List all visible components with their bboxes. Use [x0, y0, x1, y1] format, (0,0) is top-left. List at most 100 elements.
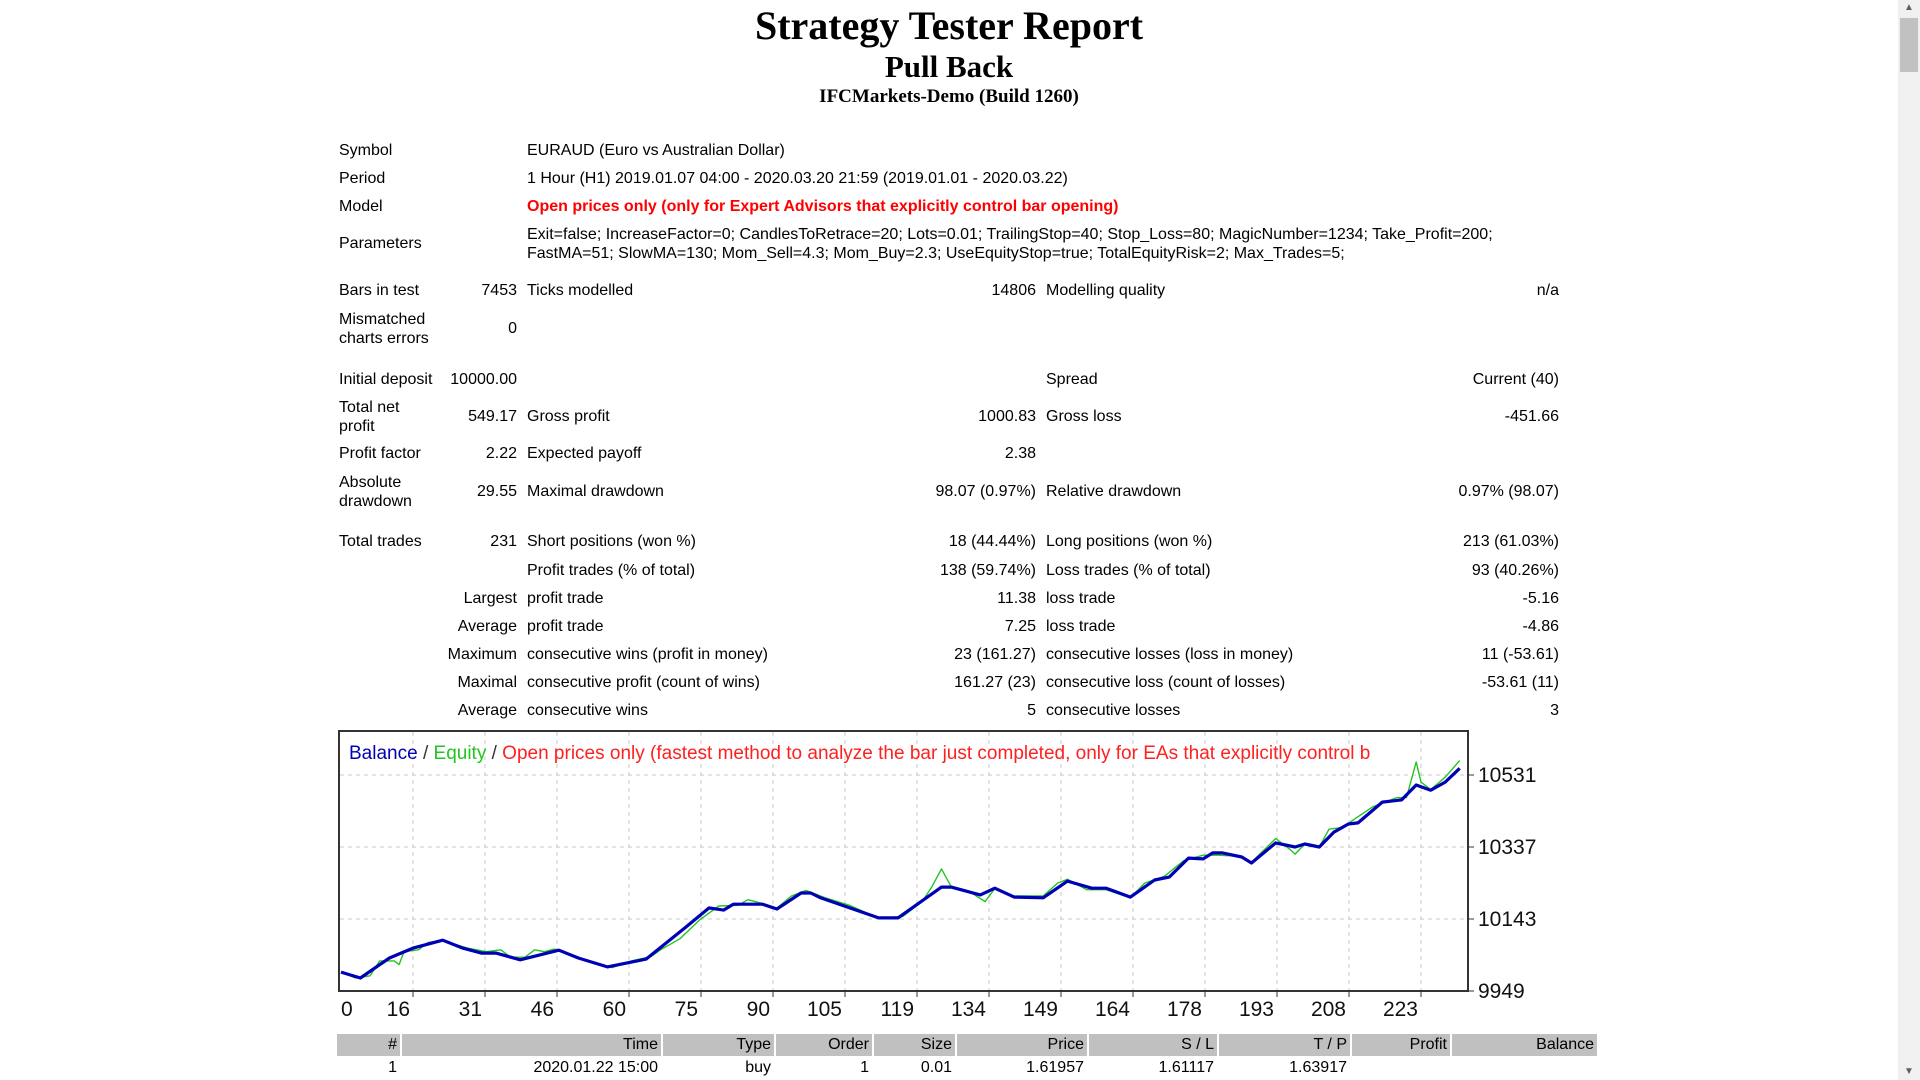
l2: profit: [339, 418, 375, 435]
value: -53.61 (11): [1481, 674, 1559, 691]
column-header: Profit: [1352, 1034, 1450, 1056]
maximal-row: Maximal consecutive profit (count of win…: [0, 673, 1898, 693]
value: 98.07 (0.97%): [935, 483, 1036, 500]
value: Open prices only (only for Expert Adviso…: [527, 198, 1119, 215]
l2: drawdown: [339, 493, 412, 510]
legend-equity: Equity: [434, 743, 487, 764]
server-build: IFCMarkets-Demo (Build 1260): [819, 86, 1079, 107]
x-tick-label: 149: [1023, 998, 1058, 1021]
label: Profit factor: [339, 445, 421, 462]
label: Maximal: [457, 674, 517, 691]
value: 161.27 (23): [954, 674, 1036, 691]
value: 7453: [481, 282, 517, 299]
label: Spread: [1046, 371, 1098, 388]
table-cell: [1452, 1056, 1597, 1080]
value: 3: [1550, 702, 1559, 719]
label: Total trades: [339, 533, 422, 550]
value: 11 (-53.61): [1481, 646, 1559, 663]
label: Relative drawdown: [1046, 483, 1182, 500]
model-note: Open prices only (fastest method to anal…: [502, 743, 1370, 764]
label: Average: [457, 702, 517, 719]
label: Model: [339, 198, 383, 215]
column-header: Type: [663, 1034, 774, 1056]
balance-equity-chart: Balance / Equity / Open prices only (fas…: [338, 730, 1536, 1021]
column-header: S / L: [1089, 1034, 1217, 1056]
value: EURAUD (Euro vs Australian Dollar): [527, 142, 785, 159]
x-tick-label: 46: [531, 998, 554, 1021]
value: 23 (161.27): [954, 646, 1036, 663]
column-header: Order: [776, 1034, 872, 1056]
value: 18 (44.44%): [948, 533, 1036, 550]
params-line-2: FastMA=51; SlowMA=130; Mom_Sell=4.3; Mom…: [527, 245, 1345, 262]
scroll-thumb[interactable]: [1900, 18, 1918, 72]
label: Total net profit: [339, 398, 399, 436]
bars-row: Bars in test 7453 Ticks modelled 14806 M…: [0, 281, 1898, 301]
label: Gross loss: [1046, 408, 1122, 425]
value: -4.86: [1522, 618, 1559, 635]
parameters-row: Parameters Exit=false; IncreaseFactor=0;…: [0, 226, 1898, 262]
table-cell: 1: [860, 1059, 869, 1076]
pf-row: Profit factor 2.22 Expected payoff 2.38: [0, 444, 1898, 464]
label: consecutive losses (loss in money): [1046, 646, 1294, 663]
avg-consecutive-row: Average consecutive wins 5 consecutive l…: [0, 701, 1898, 721]
x-tick-label: 134: [951, 998, 986, 1021]
drawdown-row: Absolute drawdown 29.55 Maximal drawdown …: [0, 474, 1898, 510]
y-tick-label: 10143: [1478, 908, 1536, 931]
table-cell: [1352, 1056, 1450, 1080]
label: consecutive losses: [1046, 702, 1181, 719]
value: 10000.00: [450, 371, 517, 388]
value: 549.17: [468, 408, 517, 425]
table-cell: 2020.01.22 15:00: [533, 1059, 658, 1076]
column-header: Price: [957, 1034, 1087, 1056]
label: Maximum: [447, 646, 517, 663]
label: Profit trades (% of total): [527, 562, 696, 579]
expert-name: Pull Back: [884, 49, 1014, 84]
y-tick-label: 10531: [1478, 764, 1536, 787]
value: 138 (59.74%): [939, 562, 1036, 579]
x-tick-label: 164: [1095, 998, 1130, 1021]
x-tick-label: 208: [1311, 998, 1346, 1021]
table-cell: 0.01: [920, 1059, 952, 1076]
table-cell: 1.61957: [1026, 1059, 1084, 1076]
params-line-1: Exit=false; IncreaseFactor=0; CandlesToR…: [527, 226, 1493, 243]
label: Symbol: [339, 142, 393, 159]
value: 0: [508, 320, 517, 337]
label: consecutive wins (profit in money): [527, 646, 768, 663]
column-header: Balance: [1452, 1034, 1597, 1056]
balance-line: [340, 767, 1461, 980]
value: 29.55: [476, 483, 517, 500]
label: consecutive wins: [527, 702, 648, 719]
label: Ticks modelled: [527, 282, 634, 299]
label: Short positions (won %): [527, 533, 696, 550]
y-tick-label: 10337: [1478, 836, 1536, 859]
label: profit trade: [527, 618, 604, 635]
symbol-row: Symbol EURAUD (Euro vs Australian Dollar…: [0, 141, 1898, 161]
vertical-scrollbar[interactable]: ▲ ▼: [1898, 0, 1920, 1080]
scroll-up-icon[interactable]: ▲: [1904, 2, 1914, 13]
label: Absolute drawdown: [339, 473, 412, 511]
column-header: Time: [402, 1034, 661, 1056]
column-header: Size: [874, 1034, 955, 1056]
grid: [340, 732, 1474, 997]
table-cell: 1.61117: [1158, 1059, 1214, 1076]
value: 231: [490, 533, 517, 550]
label: Maximal drawdown: [527, 483, 664, 500]
label: loss trade: [1046, 618, 1116, 635]
label: Period: [339, 170, 386, 187]
x-tick-label: 75: [675, 998, 698, 1021]
chart-title: Balance / Equity / Open prices only (fas…: [349, 743, 1370, 764]
label: Long positions (won %): [1046, 533, 1213, 550]
separator: /: [418, 743, 434, 764]
l1: Mismatched: [339, 311, 426, 328]
scroll-down-icon[interactable]: ▼: [1904, 1066, 1914, 1077]
report-title: Strategy Tester Report: [754, 3, 1144, 48]
table-row: 1 2020.01.22 15:00 buy 1 0.01 1.61957 1.61117 1…: [337, 1056, 1597, 1080]
column-header: T / P: [1219, 1034, 1350, 1056]
value: 213 (61.03%): [1462, 533, 1559, 550]
value: 1000.83: [978, 408, 1036, 425]
separator: /: [486, 743, 502, 764]
x-tick-label: 119: [881, 998, 914, 1021]
netprofit-row: Total net profit 549.17 Gross profit 1000…: [0, 399, 1898, 435]
